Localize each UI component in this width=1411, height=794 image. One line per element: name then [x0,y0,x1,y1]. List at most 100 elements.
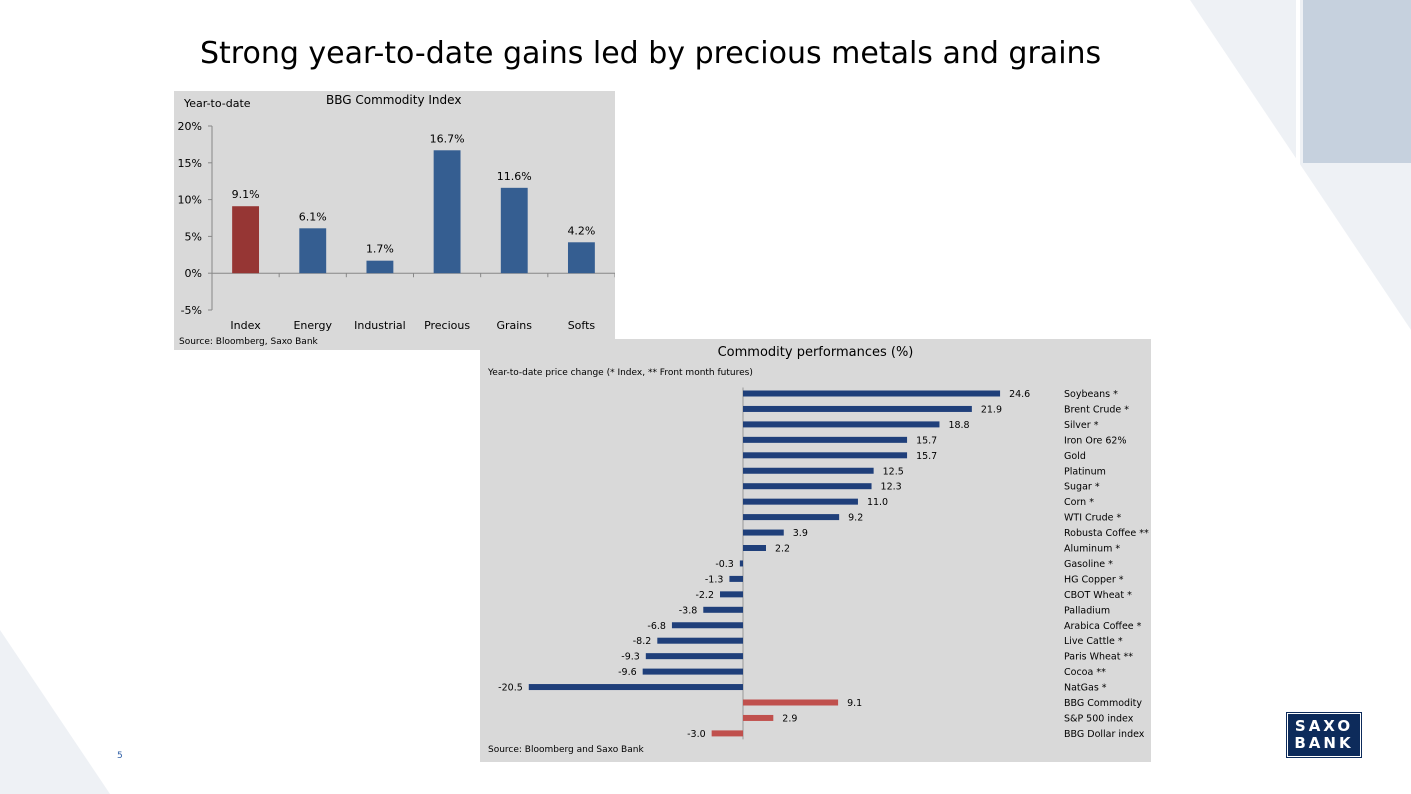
data-label: 15.7 [916,451,937,462]
bar-palladium [703,606,743,613]
bar-grains [500,187,528,274]
chart1-source: Source: Bloomberg, Saxo Bank [179,337,318,347]
saxo-bank-logo: SAXO BANK [1287,713,1361,757]
category-label: Live Cattle * [1064,636,1123,647]
bar-hg-copper [729,575,743,582]
y-tick-label: 0% [185,267,202,280]
x-tick-label: Softs [568,319,596,332]
bar-iron-ore-62 [743,436,908,443]
bar-gasoline [739,560,743,567]
category-label: BBG Dollar index [1064,729,1145,740]
bar-soybeans [743,390,1001,397]
data-label: -20.5 [498,683,523,694]
page-number: 5 [117,751,123,761]
category-label: NatGas * [1064,683,1107,694]
commodity-performances-chart: 24.6 Soybeans * 21.9 Brent Crude * 18.8 Silve… [480,339,1151,762]
data-label: 18.8 [948,420,969,431]
data-label: 12.5 [883,466,904,477]
category-label: Silver * [1064,420,1099,431]
bar-sugar [743,483,872,490]
chart1-corner-label: Year-to-date [184,97,251,110]
y-tick-label: 5% [185,230,202,243]
data-label: 11.6% [497,170,532,183]
category-label: HG Copper * [1064,574,1124,585]
x-tick-label: Energy [293,319,332,332]
bar-energy [299,228,327,274]
bar-arabica-coffee [671,622,743,629]
bar-industrial [366,260,394,274]
data-label: 15.7 [916,435,937,446]
bar-index [232,206,260,274]
commodity-performances-plot: 24.6 Soybeans * 21.9 Brent Crude * 18.8 Silve… [498,387,1149,740]
category-label: BBG Commodity [1064,698,1142,709]
slide-title: Strong year-to-date gains led by preciou… [200,36,1102,71]
category-label: Iron Ore 62% [1064,435,1127,446]
category-label: WTI Crude * [1064,513,1121,524]
chart2-source: Source: Bloomberg and Saxo Bank [488,745,644,755]
category-label: Platinum [1064,466,1106,477]
data-label: 24.6 [1009,389,1030,400]
category-label: Soybeans * [1064,389,1118,400]
bar-wti-crude [743,514,840,521]
logo-line-1: SAXO [1294,717,1354,735]
chart1-title: BBG Commodity Index [326,93,462,107]
bar-natgas [528,684,743,691]
bar-cocoa [642,668,743,675]
category-label: S&P 500 index [1064,713,1134,724]
data-label: 21.9 [981,404,1002,415]
data-label: -3.8 [679,605,698,616]
data-label: 2.2 [775,544,790,555]
bbg-commodity-index-chart: -5% 0% 5% 10% 15% 20% 9.1% Index 6.1% Energy 1.7% I… [174,91,615,350]
x-tick-label: Index [230,319,261,332]
bar-robusta-coffee [743,529,784,536]
bar-corn [743,498,858,505]
category-label: Aluminum * [1064,544,1120,555]
data-label: -6.8 [647,621,666,632]
y-tick-label: 15% [178,157,202,170]
x-tick-label: Grains [496,319,532,332]
chart2-subtitle: Year-to-date price change (* Index, ** F… [488,368,753,378]
data-label: -3.0 [687,729,706,740]
data-label: 16.7% [430,132,465,145]
data-label: 3.9 [793,528,808,539]
x-tick-label: Precious [424,319,470,332]
data-label: 2.9 [782,713,797,724]
bar-aluminum [743,545,766,551]
category-label: Gasoline * [1064,559,1113,570]
data-label: 12.3 [881,482,902,493]
data-label: -1.3 [705,574,724,585]
data-label: -9.3 [621,652,640,663]
category-label: CBOT Wheat * [1064,590,1132,601]
y-tick-label: -5% [181,304,202,317]
x-tick-label: Industrial [354,319,406,332]
category-label: Arabica Coffee * [1064,621,1142,632]
bar-softs [567,242,595,274]
bar-brent-crude [743,405,972,412]
bar-s-p-500-index [743,714,774,721]
data-label: 1.7% [366,243,394,256]
bar-cbot-wheat [720,591,743,598]
category-label: Corn * [1064,497,1094,508]
bar-gold [743,452,908,459]
logo-line-2: BANK [1294,734,1354,752]
category-label: Robusta Coffee ** [1064,528,1149,539]
data-label: -9.6 [618,667,637,678]
bar-platinum [743,467,874,474]
data-label: 4.2% [567,224,595,237]
bar-bbg-commodity [743,699,839,706]
bar-precious [433,150,461,274]
data-label: -0.3 [715,559,734,570]
category-label: Cocoa ** [1064,667,1106,678]
category-label: Sugar * [1064,482,1100,493]
y-tick-label: 20% [178,120,202,133]
bar-live-cattle [657,637,743,644]
data-label: 9.1% [232,188,260,201]
chart2-title: Commodity performances (%) [717,345,914,360]
data-label: -8.2 [633,636,652,647]
data-label: 11.0 [867,497,888,508]
bar-paris-wheat [645,653,743,660]
category-label: Gold [1064,451,1086,462]
data-label: -2.2 [695,590,714,601]
y-tick-label: 10% [178,194,202,207]
category-label: Brent Crude * [1064,404,1129,415]
